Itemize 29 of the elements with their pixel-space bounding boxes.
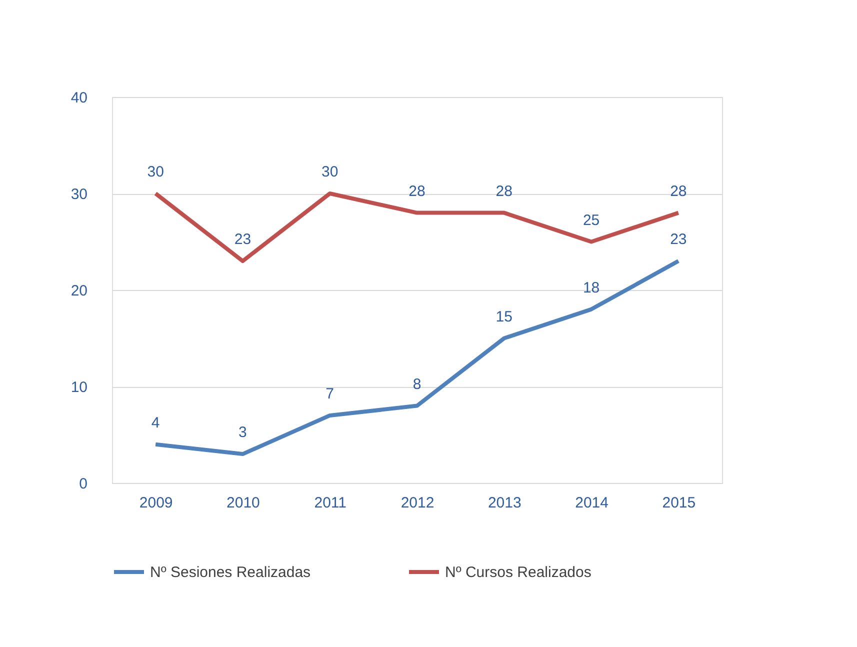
data-label: 28 bbox=[408, 182, 426, 200]
data-label: 15 bbox=[496, 308, 512, 326]
data-label: 8 bbox=[412, 376, 422, 393]
data-label: 7 bbox=[326, 385, 334, 402]
legend-label: Nº Sesiones Realizadas bbox=[150, 564, 311, 581]
data-label: 30 bbox=[147, 164, 164, 180]
data-label: 28 bbox=[670, 182, 687, 200]
y-tick-label: 40 bbox=[70, 90, 88, 106]
data-label: 25 bbox=[582, 212, 600, 229]
x-tick-label: 2014 bbox=[575, 494, 608, 512]
x-tick-label: 2012 bbox=[400, 494, 434, 512]
x-tick-label: 2010 bbox=[226, 494, 260, 512]
x-tick-label: 2011 bbox=[314, 494, 346, 512]
y-tick-label: 0 bbox=[79, 476, 88, 492]
data-label: 23 bbox=[670, 231, 687, 248]
data-label: 23 bbox=[234, 231, 252, 248]
y-tick-label: 30 bbox=[70, 186, 88, 203]
data-label: 18 bbox=[582, 279, 600, 296]
data-label: 4 bbox=[151, 414, 160, 432]
y-tick-label: 10 bbox=[70, 379, 88, 396]
x-tick-label: 2015 bbox=[662, 494, 696, 512]
line-series bbox=[154, 259, 680, 456]
legend-label: Nº Cursos Realizados bbox=[445, 564, 592, 581]
data-label: 30 bbox=[322, 164, 338, 180]
data-label: 3 bbox=[238, 424, 247, 442]
x-tick-label: 2013 bbox=[488, 494, 522, 512]
y-tick-label: 20 bbox=[70, 282, 88, 300]
data-label: 28 bbox=[496, 182, 512, 200]
x-tick-label: 2009 bbox=[139, 494, 173, 512]
